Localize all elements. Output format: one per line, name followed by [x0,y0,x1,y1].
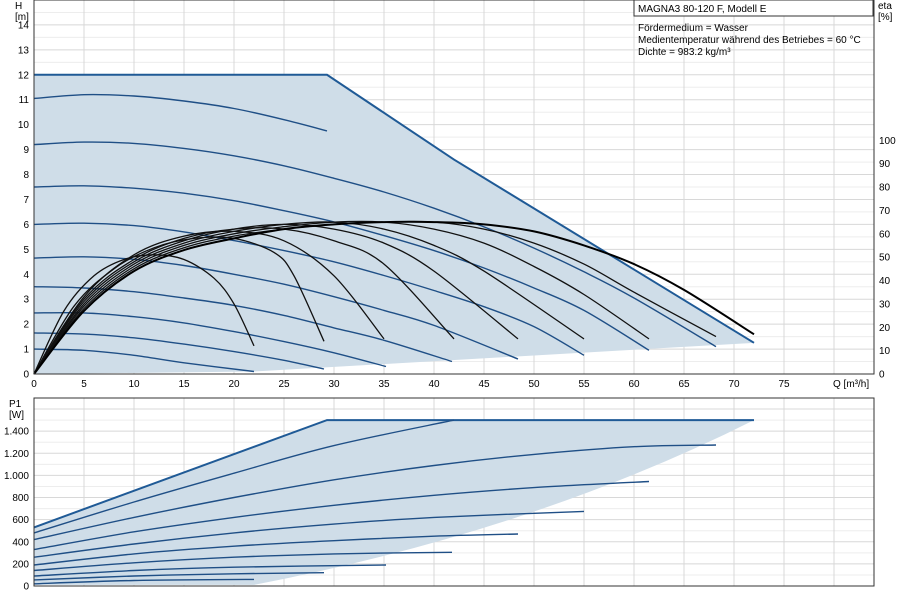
q-tick-label: 50 [528,379,540,390]
eta-axis-unit: [%] [878,12,893,23]
eta-tick-label: 40 [879,276,891,287]
head-curve [33,222,585,356]
efficiency-curves [33,220,755,375]
q-tick-label: 35 [378,379,390,390]
power-operating-area [34,420,754,585]
head-chart-frame [33,0,875,375]
power-envelope-area [33,419,754,585]
q-tick-label: 65 [678,379,690,390]
h-tick-label: 1 [23,345,29,356]
h-axis-title: H [15,1,22,12]
q-tick-label: 75 [778,379,790,390]
efficiency-curve [33,223,519,375]
h-axis-unit: [m] [15,12,29,23]
h-tick-label: 0 [23,370,29,381]
q-tick-label: 70 [728,379,740,390]
efficiency-curve [33,254,255,375]
eta-axis-title: eta [878,1,892,12]
h-tick-label: 11 [19,95,30,106]
h-tick-label: 5 [23,245,29,256]
q-tick-label: 0 [31,379,37,390]
power-curve [33,480,650,551]
head-curve [33,141,717,348]
p1-tick-label: 400 [12,537,29,548]
eta-tick-label: 70 [879,206,891,217]
power-max-curve [33,419,754,529]
eta-tick-label: 10 [879,346,891,357]
head-curve [33,311,387,368]
eta-tick-label: 60 [879,229,891,240]
h-tick-label: 14 [18,20,30,31]
density-annotation: Dichte = 983.2 kg/m³ [638,47,731,58]
eta-axis-ticks: 0 10 20 30 40 50 60 70 80 90 100 [879,136,896,381]
power-curves [33,419,717,585]
h-tick-label: 12 [18,70,30,81]
q-tick-label: 10 [128,379,140,390]
q-tick-label: 25 [278,379,290,390]
eta-tick-label: 90 [879,159,891,170]
power-curve [33,551,453,572]
eta-tick-label: 20 [879,323,891,334]
eta-tick-label: 50 [879,253,891,264]
q-tick-label: 60 [628,379,640,390]
efficiency-curve [33,221,585,375]
power-curve [33,572,325,581]
head-curve [33,93,328,132]
medium-annotation: Fördermedium = Wasser [638,23,749,34]
p1-tick-label: 600 [12,515,29,526]
p1-axis-title: P1 [9,399,22,410]
p1-tick-label: 1.000 [4,471,29,482]
q-tick-label: 30 [328,379,340,390]
p1-axis-ticks: 0 200 400 600 800 1.000 1.200 1.400 [4,427,29,593]
eta-tick-label: 100 [879,136,896,147]
power-curve [33,578,255,585]
efficiency-curve [33,220,650,375]
h-tick-label: 3 [23,295,29,306]
power-curve [33,533,519,566]
eta-tick-label: 80 [879,183,891,194]
power-curve [33,564,387,577]
model-title-box [633,0,874,17]
q-axis-ticks: 0 5 10 15 20 25 30 35 40 45 50 55 60 65 70 75 [31,379,790,390]
model-title: MAGNA3 80-120 F, Modell E [638,4,767,15]
head-curves [33,93,717,373]
power-curve [33,510,585,558]
p1-tick-label: 1.400 [4,427,29,438]
head-curve [33,256,519,360]
eta-tick-label: 0 [879,370,885,381]
h-tick-label: 13 [18,45,30,56]
efficiency-curve [33,230,385,375]
head-curve [33,348,255,373]
power-chart-frame [33,397,875,587]
p1-axis-unit: [W] [9,410,24,421]
eta-tick-label: 30 [879,299,891,310]
h-tick-label: 7 [23,195,29,206]
q-tick-label: 55 [578,379,590,390]
h-tick-label: 2 [23,320,29,331]
head-operating-area [34,74,754,375]
p1-tick-label: 800 [12,493,29,504]
efficiency-curve [33,220,755,375]
head-curve [33,332,325,370]
q-axis-label: Q [m³/h] [833,379,869,390]
power-curve [33,419,455,534]
p1-tick-label: 1.200 [4,449,29,460]
h-tick-label: 10 [18,120,30,131]
power-curve [33,444,717,541]
p1-tick-label: 0 [23,582,29,593]
h-tick-label: 8 [23,170,29,181]
temperature-annotation: Medientemperatur während des Betriebes =… [638,35,861,46]
h-tick-label: 4 [23,270,29,281]
q-tick-label: 20 [228,379,240,390]
p1-tick-label: 200 [12,559,29,570]
h-tick-label: 6 [23,220,29,231]
h-tick-label: 9 [23,145,29,156]
q-tick-label: 45 [478,379,490,390]
q-tick-label: 15 [178,379,190,390]
q-tick-label: 5 [81,379,87,390]
q-tick-label: 40 [428,379,440,390]
